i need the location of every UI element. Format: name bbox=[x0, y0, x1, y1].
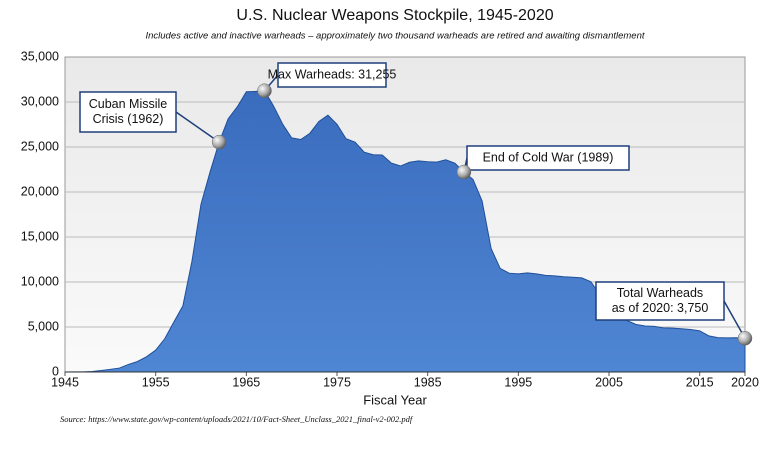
chart-subtitle: Includes active and inactive warheads – … bbox=[145, 31, 644, 42]
y-tick-label: 25,000 bbox=[21, 139, 59, 153]
y-tick-label: 20,000 bbox=[21, 184, 59, 198]
y-tick-label: 5,000 bbox=[28, 319, 59, 333]
callout-text: Crisis (1962) bbox=[93, 112, 164, 126]
marker bbox=[737, 331, 753, 346]
callout-box bbox=[277, 62, 387, 88]
callout-text: Cuban Missile bbox=[89, 97, 168, 111]
callout-box bbox=[595, 281, 725, 321]
x-tick-label: 1995 bbox=[504, 375, 532, 389]
callout-box bbox=[466, 145, 630, 171]
area bbox=[64, 90, 746, 373]
callout-text: End of Cold War (1989) bbox=[483, 150, 614, 164]
x-tick-label: 2020 bbox=[731, 375, 759, 389]
callout-box bbox=[79, 91, 177, 133]
callout-text: as of 2020: 3,750 bbox=[612, 301, 709, 315]
chart-title: U.S. Nuclear Weapons Stockpile, 1945-202… bbox=[236, 7, 553, 24]
callout-text: Max Warheads: 31,255 bbox=[268, 67, 397, 81]
x-tick-label: 1955 bbox=[142, 375, 170, 389]
y-tick-label: 15,000 bbox=[21, 229, 59, 243]
x-tick-label: 1945 bbox=[51, 375, 79, 389]
callout-text: Total Warheads bbox=[617, 286, 703, 300]
marker bbox=[456, 164, 472, 180]
x-tick-label: 1975 bbox=[323, 375, 351, 389]
marker bbox=[257, 83, 272, 98]
source: Source: https://www.state.gov/wp-content… bbox=[60, 414, 414, 424]
x-tick-label: 2005 bbox=[595, 375, 623, 389]
marker bbox=[211, 134, 227, 150]
x-tick-label: 1965 bbox=[232, 375, 260, 389]
x-axis-label: Fiscal Year bbox=[363, 392, 427, 407]
x-tick-label: 2015 bbox=[686, 375, 714, 389]
y-tick-label: 30,000 bbox=[21, 94, 59, 108]
callout-pointer bbox=[175, 111, 220, 143]
y-tick-label: 35,000 bbox=[21, 49, 59, 63]
y-tick-label: 0 bbox=[52, 364, 59, 378]
y-tick-label: 10,000 bbox=[21, 274, 59, 288]
x-tick-label: 1985 bbox=[414, 375, 442, 389]
